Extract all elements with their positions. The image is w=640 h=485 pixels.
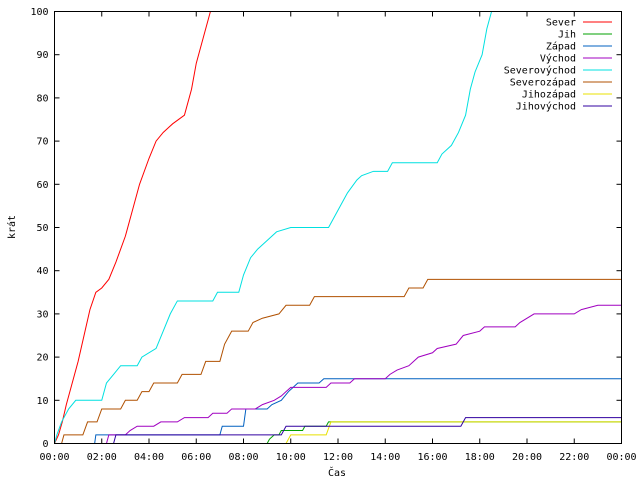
- x-tick-label: 06:00: [181, 452, 211, 463]
- x-tick-label: 16:00: [417, 452, 447, 463]
- y-axis-label: krát: [6, 215, 18, 239]
- x-tick-label: 00:00: [39, 452, 69, 463]
- series-line: [54, 278, 622, 444]
- legend-label: Jih: [558, 30, 576, 41]
- series-line: [54, 304, 622, 444]
- x-tick-label: 00:00: [606, 452, 636, 463]
- x-tick-label: 18:00: [465, 452, 495, 463]
- x-tick-label: 14:00: [370, 452, 400, 463]
- x-tick-label: 10:00: [276, 452, 306, 463]
- y-tick-label: 70: [36, 137, 48, 148]
- series-line: [54, 11, 211, 444]
- y-tick-label: 100: [30, 7, 48, 18]
- y-tick-label: 0: [42, 439, 48, 450]
- legend-label: Jihozápad: [522, 89, 576, 101]
- x-tick-label: 08:00: [228, 452, 258, 463]
- plot-frame: [54, 11, 622, 444]
- y-tick-label: 20: [36, 353, 48, 364]
- legend-label: Sever: [546, 18, 576, 29]
- x-tick-label: 12:00: [323, 452, 353, 463]
- legend-label: Severozápad: [510, 77, 576, 89]
- legend-label: Severovýchod: [504, 65, 576, 77]
- y-tick-label: 60: [36, 180, 48, 191]
- y-tick-label: 50: [36, 223, 48, 234]
- series-line: [54, 11, 493, 444]
- legend-label: Jihovýchod: [516, 101, 576, 113]
- x-tick-label: 02:00: [87, 452, 117, 463]
- series-line: [54, 421, 622, 444]
- x-tick-label: 22:00: [559, 452, 589, 463]
- x-tick-label: 04:00: [134, 452, 164, 463]
- y-tick-label: 90: [36, 50, 48, 61]
- legend-label: Západ: [546, 41, 576, 53]
- y-tick-label: 10: [36, 396, 48, 407]
- series-line: [54, 378, 622, 444]
- x-axis-label: Čas: [328, 466, 346, 479]
- y-tick-label: 30: [36, 309, 48, 320]
- x-tick-label: 20:00: [512, 452, 542, 463]
- legend-label: Východ: [540, 53, 576, 65]
- series-line: [54, 417, 622, 444]
- y-tick-label: 80: [36, 93, 48, 104]
- y-tick-label: 40: [36, 266, 48, 277]
